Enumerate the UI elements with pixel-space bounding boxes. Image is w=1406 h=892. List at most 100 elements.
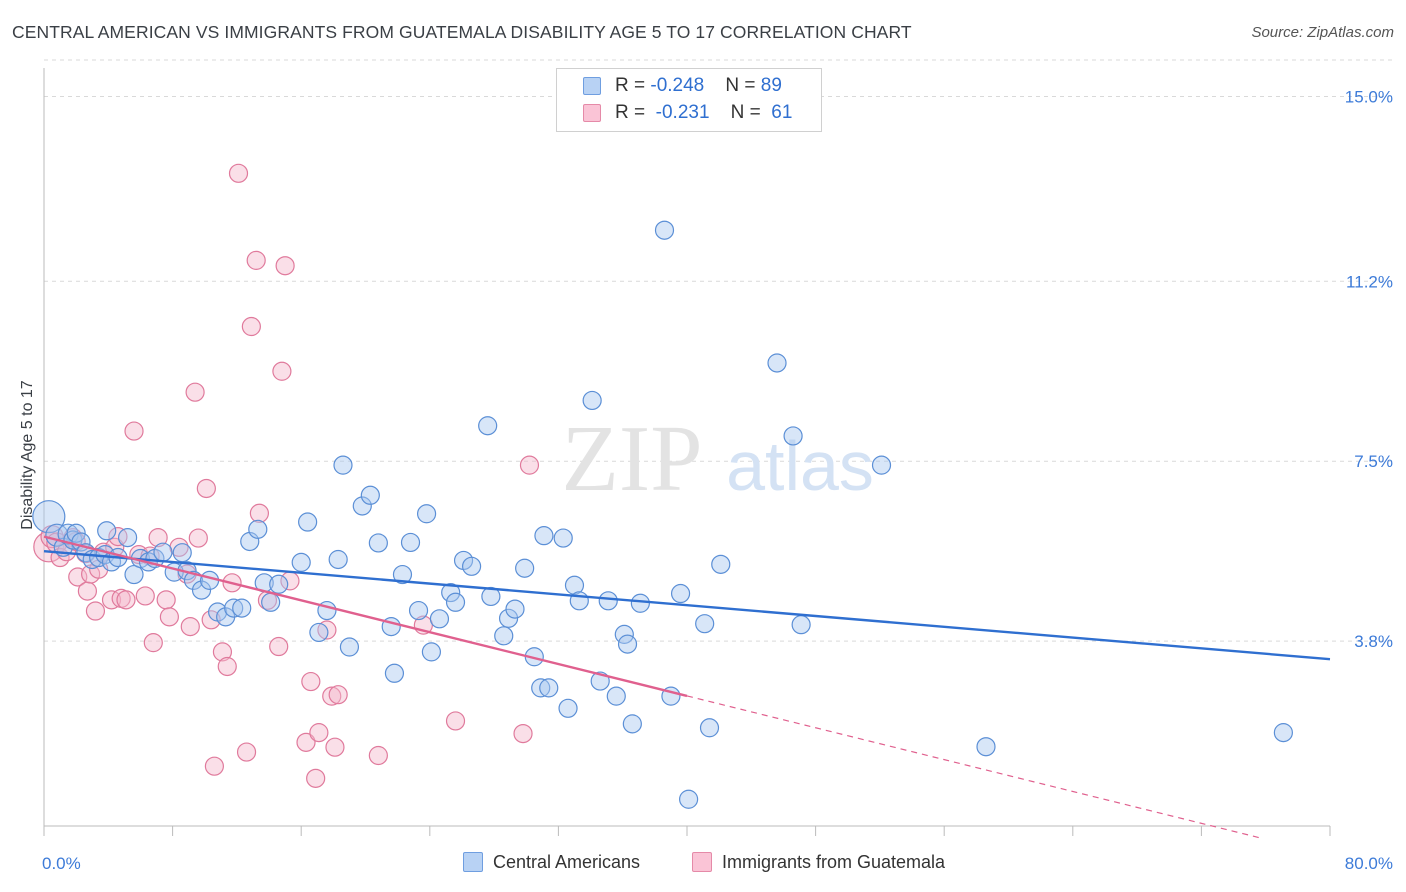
- central-american-point: [445, 592, 466, 612]
- y-tick-label: 11.2%: [1346, 272, 1393, 291]
- central-american-point: [582, 390, 602, 411]
- legend-r-value: -0.248: [650, 75, 705, 96]
- x-tick-label: 80.0%: [1345, 854, 1393, 873]
- guatemala-point: [180, 616, 200, 637]
- guatemala-point: [85, 601, 106, 621]
- central-american-point: [384, 663, 405, 683]
- central-american-point: [298, 512, 318, 532]
- central-american-point: [461, 556, 482, 576]
- bottom-legend-label: Immigrants from Guatemala: [722, 852, 946, 872]
- guatemala-point: [368, 745, 388, 766]
- legend-n-value: 89: [760, 75, 782, 96]
- central-american-point: [416, 504, 437, 524]
- central-american-point: [232, 598, 252, 618]
- guatemala-point: [217, 656, 237, 677]
- legend-r-value: -0.231: [650, 102, 710, 123]
- guatemala-point: [228, 163, 249, 183]
- guatemala-point: [188, 528, 208, 548]
- central-american-point: [408, 600, 429, 621]
- guatemala-point: [269, 636, 289, 657]
- central-american-point: [598, 591, 618, 611]
- central-american-point: [333, 455, 353, 475]
- axis-layer: [43, 68, 1331, 836]
- central-american-point: [66, 523, 86, 543]
- central-american-point: [57, 523, 79, 545]
- legend-n-label: N =: [725, 75, 761, 96]
- central-american-point: [767, 353, 787, 373]
- central-american-point: [654, 220, 675, 240]
- central-american-point: [505, 599, 525, 619]
- x-tick-label: 0.0%: [42, 854, 81, 873]
- central-american-point: [871, 455, 892, 475]
- central-american-point: [368, 533, 388, 553]
- central-american-point: [328, 549, 348, 570]
- central-american-point: [124, 564, 144, 585]
- guatemala-point: [236, 742, 257, 762]
- central-american-point: [441, 582, 461, 603]
- central-american-point: [711, 554, 731, 574]
- guatemala-point: [212, 642, 233, 662]
- central-american-point: [261, 592, 281, 612]
- guatemala-point: [201, 610, 221, 630]
- watermark-atlas: atlas: [726, 427, 874, 505]
- guatemala-point: [325, 737, 345, 757]
- central-american-point: [191, 580, 212, 600]
- guatemala-point: [306, 768, 326, 788]
- central-american-point: [291, 552, 311, 572]
- central-american-point: [531, 678, 551, 698]
- central-american-point: [679, 789, 699, 809]
- trend-line-central-americans: [43, 550, 1331, 661]
- guatemala-point: [148, 527, 168, 548]
- central-american-point: [224, 598, 244, 618]
- central-american-point: [153, 542, 173, 562]
- bottom-legend-swatch-pink: [692, 852, 712, 872]
- guatemala-point: [513, 723, 533, 744]
- central-american-point: [352, 496, 372, 516]
- central-american-point: [976, 737, 996, 757]
- y-tick-label: 3.8%: [1354, 632, 1393, 651]
- guatemala-point: [196, 478, 216, 499]
- chart-title: CENTRAL AMERICAN VS IMMIGRANTS FROM GUAT…: [12, 22, 912, 42]
- central-american-point: [564, 575, 585, 595]
- central-american-point: [539, 678, 559, 698]
- y-tick-label: 7.5%: [1354, 452, 1393, 471]
- bottom-legend-swatch-blue: [463, 852, 483, 872]
- central-american-point: [699, 718, 720, 738]
- legend-r-label: R =: [615, 102, 651, 123]
- series-guatemala-points: [33, 163, 540, 788]
- central-american-point: [392, 564, 413, 585]
- guatemala-point: [124, 421, 144, 441]
- central-american-point: [791, 615, 811, 635]
- guatemala-point: [301, 671, 321, 692]
- guatemala-point: [101, 590, 122, 610]
- central-american-point: [617, 634, 638, 654]
- central-american-point: [558, 698, 578, 718]
- central-american-point: [515, 558, 535, 578]
- guatemala-point: [77, 581, 98, 601]
- legend-n-label: N =: [730, 102, 767, 123]
- guatemala-point: [322, 686, 342, 706]
- central-american-point: [553, 528, 573, 548]
- guatemala-point: [185, 382, 205, 402]
- guatemala-point: [156, 590, 176, 610]
- central-american-point: [339, 637, 360, 657]
- central-american-point: [622, 714, 642, 734]
- central-american-point: [400, 532, 421, 553]
- guatemala-point: [317, 620, 337, 640]
- central-american-point: [783, 426, 803, 446]
- guatemala-point: [159, 607, 179, 627]
- guatemala-point: [135, 586, 155, 606]
- central-american-point: [172, 543, 192, 563]
- central-american-point: [478, 416, 498, 436]
- central-american-point: [269, 574, 289, 594]
- central-american-point: [429, 609, 450, 629]
- central-american-point: [309, 622, 329, 643]
- guatemala-point: [116, 590, 136, 610]
- correlation-legend: R = -0.248 N = 89 R = -0.231 N = 61: [556, 68, 822, 132]
- guatemala-point: [309, 723, 329, 743]
- legend-swatch-pink: [583, 104, 601, 122]
- guatemala-point: [246, 250, 266, 270]
- guatemala-point: [241, 316, 261, 337]
- bottom-legend-central-americans: Central Americans: [463, 852, 640, 873]
